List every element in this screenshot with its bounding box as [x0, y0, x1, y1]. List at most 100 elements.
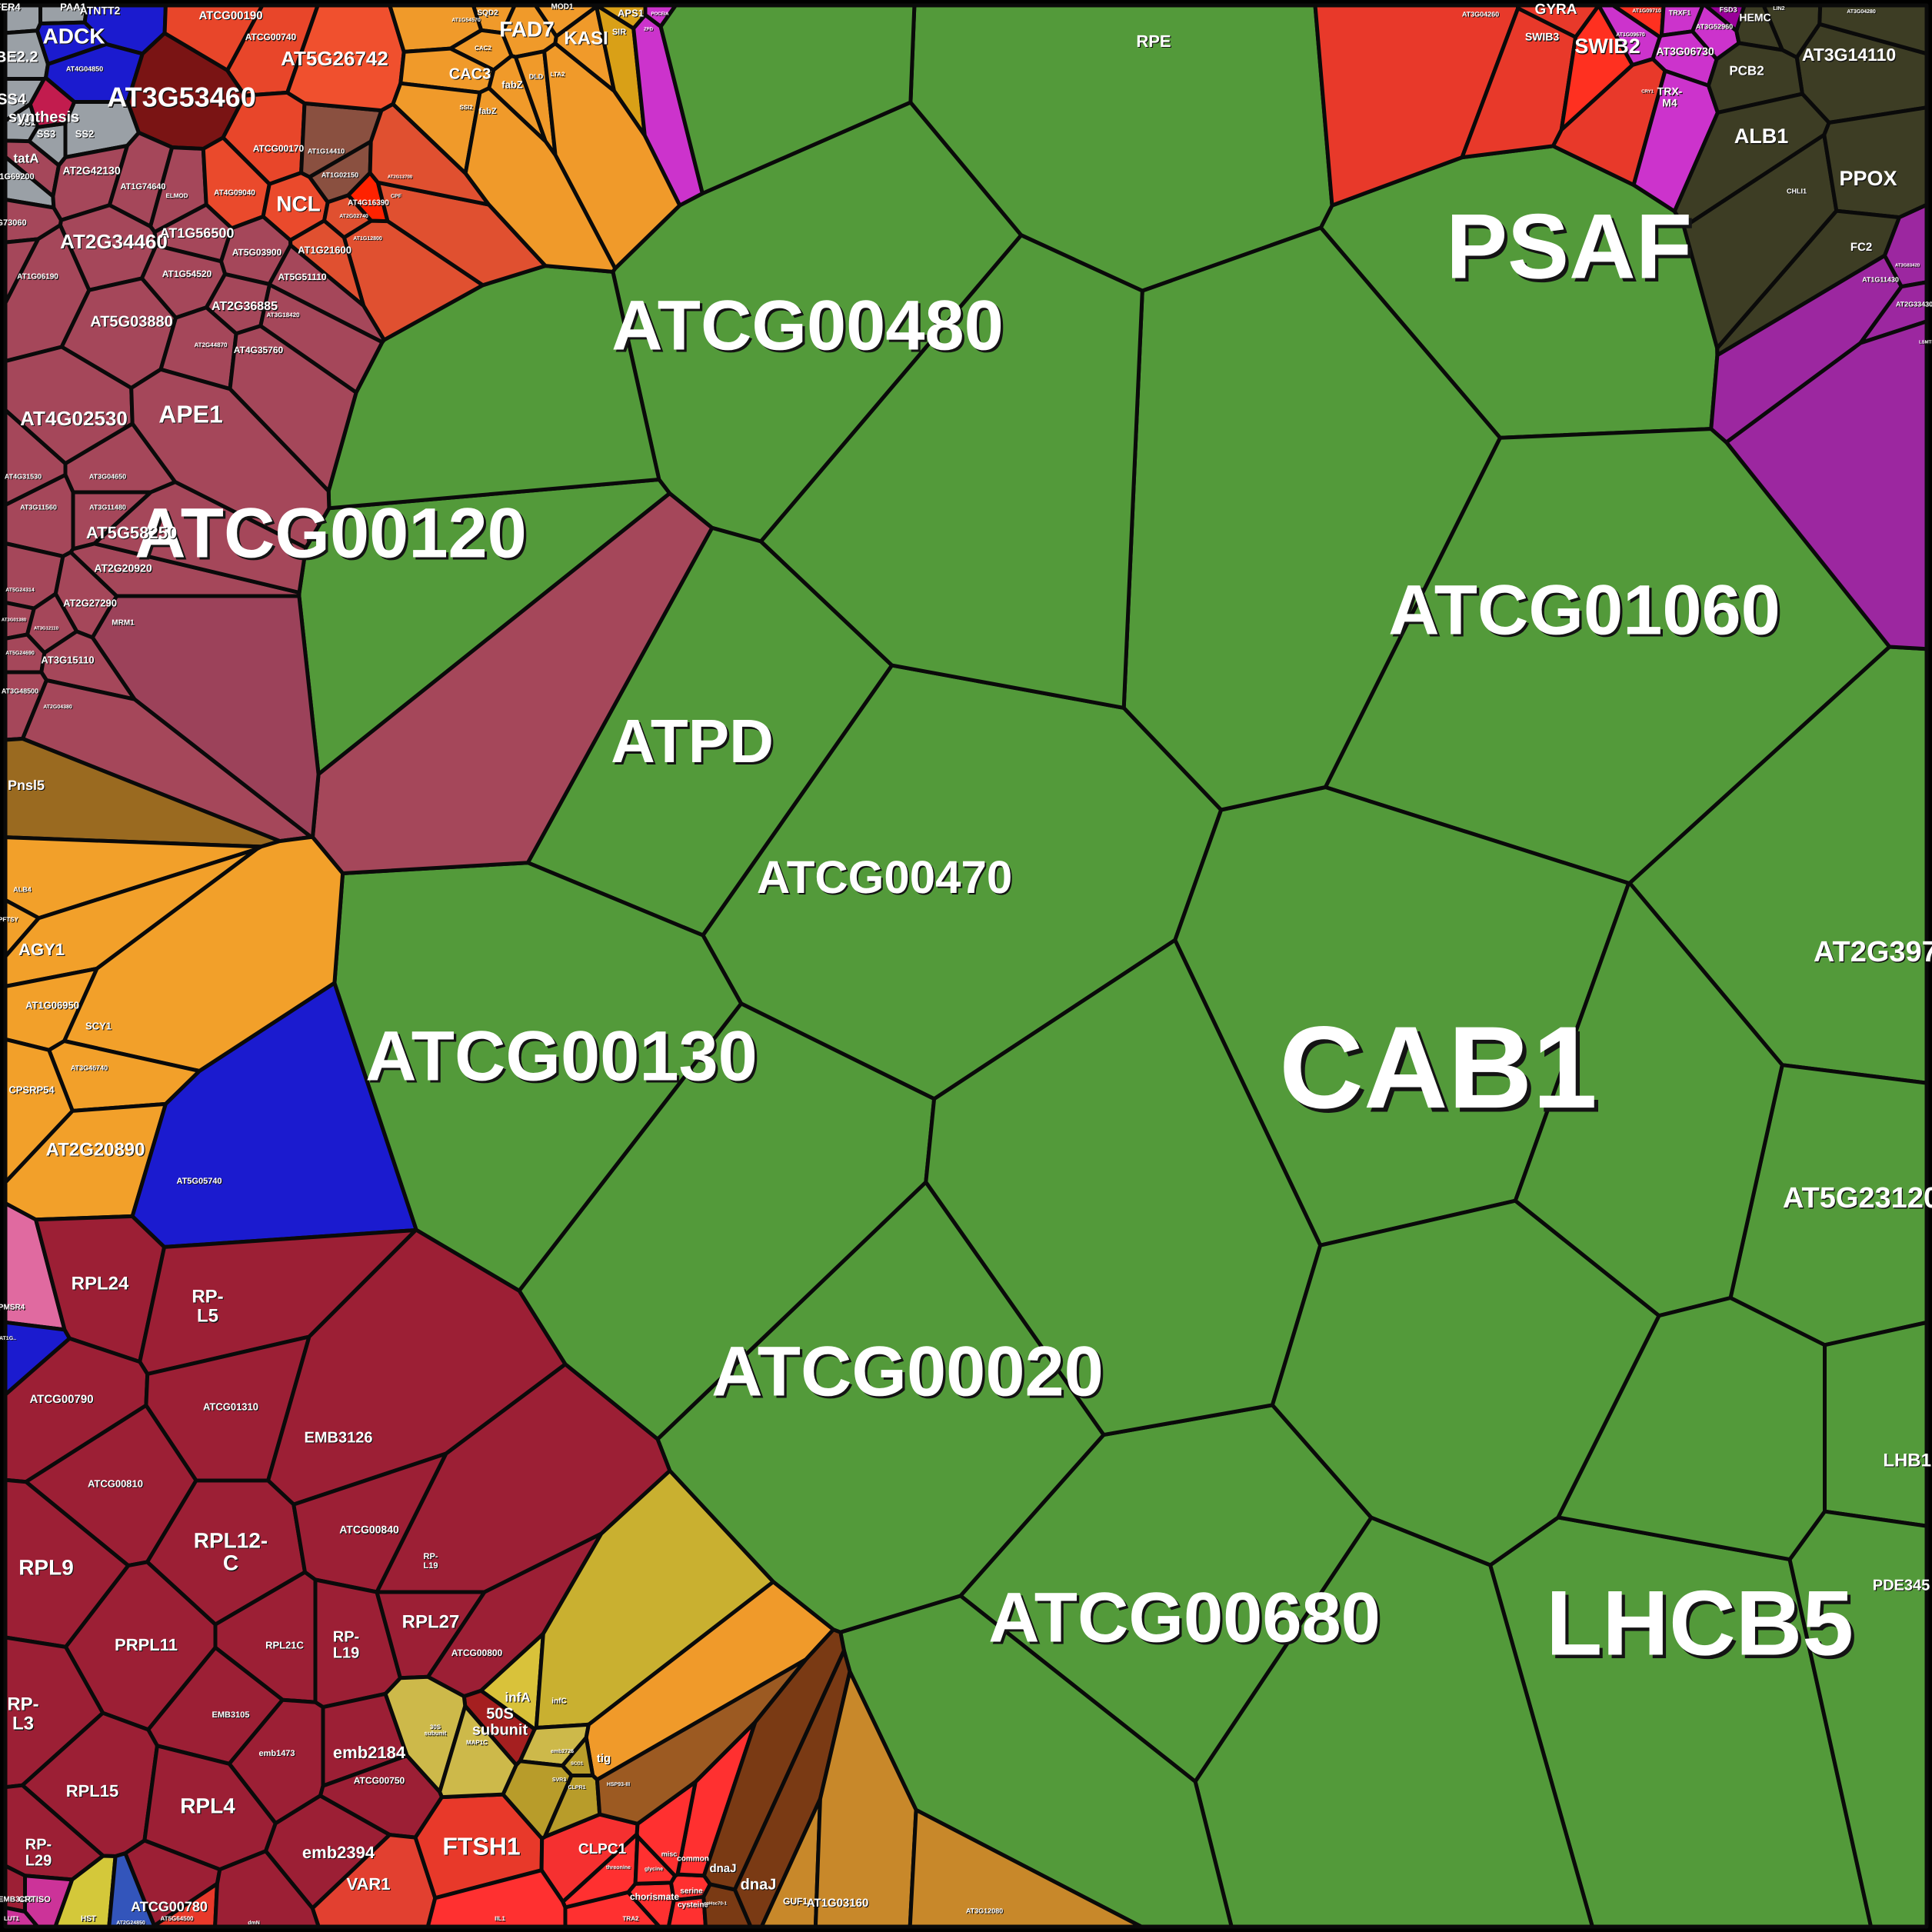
svg-text:CLPC1: CLPC1	[578, 1841, 627, 1857]
svg-text:RPL4: RPL4	[180, 1794, 235, 1817]
svg-text:SCO1: SCO1	[571, 1761, 584, 1767]
svg-text:AT3G18420: AT3G18420	[267, 311, 301, 318]
svg-text:HSP93-III: HSP93-III	[607, 1782, 630, 1787]
svg-text:cpHsc70-1: cpHsc70-1	[704, 1901, 728, 1907]
svg-text:ATCG00480: ATCG00480	[611, 286, 1004, 365]
svg-text:ATCG00680: ATCG00680	[988, 1578, 1381, 1657]
svg-text:RP-L19: RP-L19	[424, 1552, 438, 1571]
svg-text:AT1G21600: AT1G21600	[298, 244, 351, 255]
svg-text:AT4G35760: AT4G35760	[234, 345, 284, 355]
svg-text:AT2G02740: AT2G02740	[339, 214, 368, 219]
svg-text:CRY1: CRY1	[1641, 89, 1654, 95]
svg-text:AT2G34460: AT2G34460	[60, 230, 168, 253]
svg-text:AT4G31530: AT4G31530	[5, 472, 42, 480]
svg-text:AT1G09670: AT1G09670	[1616, 32, 1645, 38]
svg-text:FER4: FER4	[0, 1, 21, 12]
svg-text:AT3G01380: AT3G01380	[2, 618, 27, 623]
svg-text:MRM1: MRM1	[112, 619, 135, 628]
svg-text:dnaJ: dnaJ	[741, 1876, 777, 1893]
svg-text:ATCG00750: ATCG00750	[354, 1775, 405, 1786]
svg-text:tatA: tatA	[13, 151, 38, 165]
svg-text:AT1G02150: AT1G02150	[321, 171, 358, 178]
svg-text:AT1G14410: AT1G14410	[308, 147, 345, 155]
svg-text:emb2394: emb2394	[302, 1843, 375, 1862]
svg-text:RPL15: RPL15	[66, 1781, 118, 1800]
svg-text:CPF: CPF	[391, 194, 402, 199]
svg-text:AT1G11430: AT1G11430	[1862, 275, 1899, 283]
svg-text:AT1G69200: AT1G69200	[0, 172, 35, 182]
svg-text:AT3G52960: AT3G52960	[1696, 22, 1733, 30]
svg-text:RPL9: RPL9	[18, 1555, 74, 1579]
svg-text:AT2G04380: AT2G04380	[43, 705, 72, 710]
svg-text:CAC2: CAC2	[475, 45, 491, 52]
svg-text:AT1G12800: AT1G12800	[353, 236, 382, 242]
svg-text:AT3G14110: AT3G14110	[1802, 45, 1896, 65]
svg-text:LHCB5: LHCB5	[1546, 1572, 1854, 1675]
svg-text:emb2184: emb2184	[333, 1743, 406, 1762]
svg-text:AT5G05740: AT5G05740	[176, 1177, 222, 1186]
svg-text:ATNTT2: ATNTT2	[80, 5, 121, 17]
svg-text:CRTISO: CRTISO	[18, 1895, 51, 1904]
svg-text:AT3G48500: AT3G48500	[2, 687, 38, 695]
svg-text:dmN: dmN	[248, 1920, 260, 1926]
svg-text:CPFTSY: CPFTSY	[0, 916, 18, 923]
svg-text:AT1G06950: AT1G06950	[25, 999, 79, 1011]
svg-text:SS3: SS3	[37, 128, 56, 139]
svg-text:ATCG00790: ATCG00790	[29, 1393, 93, 1406]
svg-text:PSAF: PSAF	[1446, 195, 1692, 298]
svg-text:PMSR4: PMSR4	[0, 1304, 25, 1312]
svg-text:AT5G26742: AT5G26742	[281, 47, 388, 70]
svg-text:ATCG00740: ATCG00740	[245, 32, 297, 42]
svg-text:ATPD: ATPD	[611, 707, 774, 775]
svg-text:FTSH1: FTSH1	[442, 1832, 520, 1860]
svg-text:ATCG00130: ATCG00130	[365, 1017, 758, 1095]
svg-text:SBE2.2: SBE2.2	[0, 48, 38, 65]
svg-text:HEMC: HEMC	[1739, 12, 1770, 24]
svg-text:ATCG01310: ATCG01310	[203, 1401, 258, 1412]
svg-text:APS1: APS1	[618, 7, 644, 18]
svg-text:AT3G53460: AT3G53460	[107, 82, 255, 113]
svg-text:SVR3: SVR3	[552, 1777, 566, 1783]
svg-text:ELMOD: ELMOD	[166, 192, 188, 199]
svg-text:ATCG00170: ATCG00170	[253, 143, 305, 154]
svg-text:CLPR1: CLPR1	[568, 1785, 586, 1790]
svg-text:common: common	[677, 1855, 709, 1864]
svg-text:AT1G09710: AT1G09710	[1632, 8, 1661, 14]
svg-text:AT1G73060: AT1G73060	[0, 218, 27, 228]
svg-text:ATCG01060: ATCG01060	[1388, 571, 1780, 649]
svg-text:infA: infA	[505, 1690, 530, 1704]
svg-text:AT5G58250: AT5G58250	[86, 523, 177, 542]
svg-text:ADCK: ADCK	[43, 24, 105, 48]
svg-text:chorismate: chorismate	[630, 1891, 679, 1902]
svg-text:SS2: SS2	[75, 128, 95, 139]
svg-text:AT2G13700: AT2G13700	[388, 175, 413, 180]
svg-text:AT5G03880: AT5G03880	[90, 313, 172, 330]
svg-text:Pnsl5: Pnsl5	[8, 778, 45, 793]
svg-text:TRA2: TRA2	[623, 1915, 639, 1922]
svg-text:AGY1: AGY1	[18, 940, 65, 959]
svg-text:CAB1: CAB1	[1279, 1002, 1597, 1133]
svg-text:SQD2: SQD2	[477, 9, 498, 18]
svg-text:POCEIA: POCEIA	[651, 12, 669, 17]
svg-text:AT5G64500: AT5G64500	[161, 1915, 195, 1922]
svg-text:ATCG00800: ATCG00800	[451, 1647, 503, 1658]
svg-text:LHB1B2: LHB1B2	[1883, 1450, 1932, 1471]
svg-text:MOD1: MOD1	[551, 3, 574, 12]
svg-text:RP-L19: RP-L19	[333, 1629, 359, 1662]
svg-text:AT5G23120: AT5G23120	[1783, 1182, 1932, 1214]
svg-text:SCY1: SCY1	[85, 1020, 112, 1031]
svg-text:infC: infC	[551, 1697, 566, 1706]
svg-text:fabZ: fabZ	[478, 107, 497, 116]
svg-text:FAD7: FAD7	[499, 17, 555, 41]
svg-text:AT1G74640: AT1G74640	[120, 182, 165, 192]
svg-text:AT3G83420: AT3G83420	[1895, 263, 1920, 268]
svg-text:RPL21C: RPL21C	[265, 1639, 304, 1651]
svg-text:ZPD: ZPD	[644, 27, 654, 32]
svg-text:AT1G06190: AT1G06190	[17, 273, 58, 281]
svg-text:AT4G02530: AT4G02530	[20, 407, 128, 430]
svg-text:fabZ: fabZ	[501, 78, 523, 90]
svg-text:ATCG00470: ATCG00470	[757, 851, 1012, 903]
svg-text:misc: misc	[661, 1850, 678, 1857]
svg-text:AT2G39730: AT2G39730	[1814, 936, 1932, 968]
svg-text:FSD3: FSD3	[1719, 5, 1737, 13]
